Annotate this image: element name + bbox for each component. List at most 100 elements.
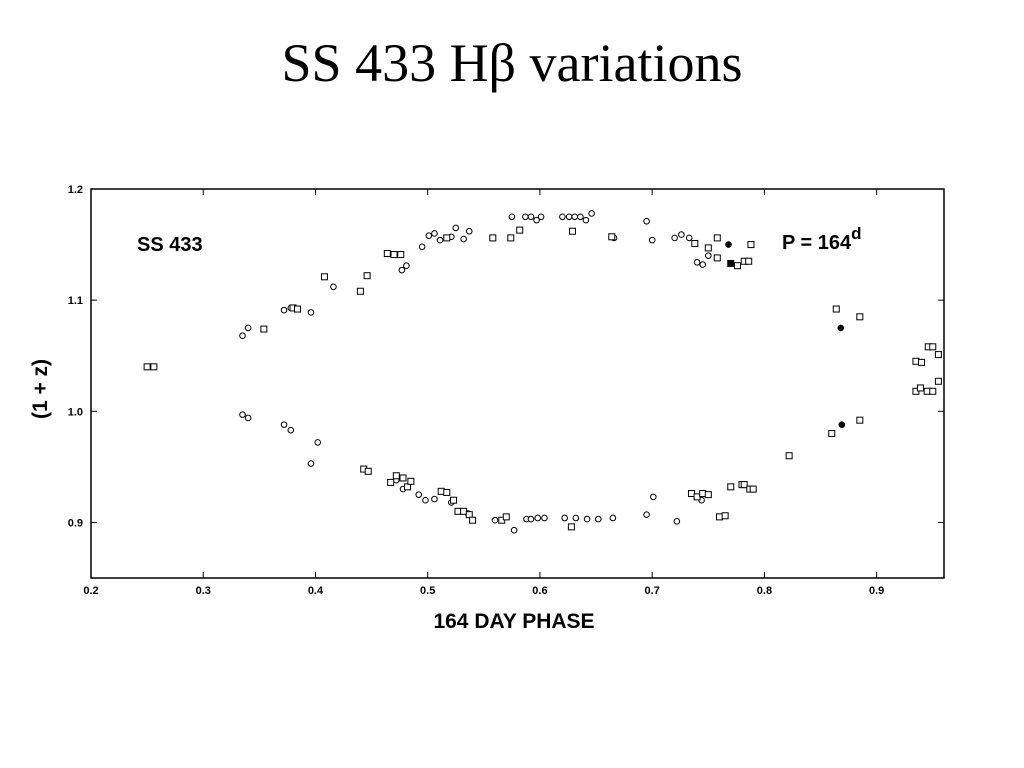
data-point-circle bbox=[280, 421, 288, 428]
data-point-filled bbox=[725, 241, 732, 248]
data-point-circle bbox=[671, 234, 678, 242]
data-point-square bbox=[740, 481, 748, 489]
data-point-square bbox=[832, 305, 840, 313]
data-point-square bbox=[704, 491, 712, 499]
data-point-square bbox=[749, 485, 757, 493]
data-point-circle bbox=[705, 252, 712, 259]
data-point-square bbox=[469, 516, 477, 524]
data-point-circle bbox=[582, 216, 590, 224]
data-point-circle bbox=[571, 213, 579, 221]
data-point-square bbox=[443, 234, 451, 242]
data-point-circle bbox=[643, 511, 650, 518]
data-point-circle bbox=[422, 496, 429, 504]
data-point-circle bbox=[287, 426, 295, 434]
data-point-square bbox=[399, 474, 407, 482]
data-point-square bbox=[713, 254, 721, 262]
y-tick-label: 1.0 bbox=[68, 406, 83, 418]
data-point-square bbox=[437, 487, 445, 495]
data-point-square bbox=[745, 257, 753, 265]
data-point-square bbox=[294, 305, 302, 313]
data-point-square bbox=[443, 488, 451, 496]
data-point-square bbox=[747, 241, 755, 249]
data-point-square bbox=[363, 272, 371, 280]
axis-ticks: 0.2 0.3 0.4 0.5 0.6 0.7 0.8 0.9 0.9 1.0 1.1 1.2 bbox=[68, 184, 944, 597]
data-point-square bbox=[608, 233, 616, 241]
data-point-circle bbox=[508, 213, 516, 221]
data-point-circle bbox=[431, 230, 438, 237]
data-point-circle bbox=[673, 518, 681, 525]
data-point-square bbox=[489, 234, 497, 242]
data-point-square bbox=[390, 251, 398, 259]
data-point-circle bbox=[280, 306, 288, 314]
data-point-circle bbox=[307, 309, 315, 316]
y-tick-label: 1.2 bbox=[68, 184, 83, 196]
data-point-circle bbox=[307, 460, 315, 467]
data-point-square bbox=[929, 387, 937, 395]
y-axis-title: (1 + z) bbox=[29, 359, 52, 419]
plot-frame bbox=[90, 188, 945, 579]
data-point-circle bbox=[510, 526, 518, 534]
data-point-square bbox=[392, 472, 400, 480]
data-point-circle bbox=[418, 243, 426, 251]
data-point-square bbox=[733, 262, 741, 270]
data-point-circle bbox=[572, 514, 580, 522]
data-point-square bbox=[693, 493, 701, 501]
data-point-circle bbox=[452, 224, 460, 232]
data-point-circle bbox=[415, 491, 423, 498]
data-point-square bbox=[828, 430, 836, 438]
data-point-circle bbox=[541, 514, 548, 522]
data-point-square bbox=[856, 313, 864, 321]
data-point-circle bbox=[527, 515, 535, 523]
data-point-circle bbox=[460, 235, 467, 243]
data-point-square bbox=[320, 273, 328, 281]
data-point-circle bbox=[431, 495, 438, 503]
data-point-circle bbox=[465, 227, 473, 235]
data-point-square bbox=[387, 478, 395, 486]
data-point-square bbox=[143, 363, 151, 371]
data-point-square bbox=[567, 523, 575, 531]
data-point-circle bbox=[561, 514, 568, 522]
data-point-square bbox=[516, 226, 524, 234]
data-point-square bbox=[699, 490, 707, 498]
data-point-circle bbox=[583, 515, 591, 523]
data-point-circle bbox=[693, 259, 701, 266]
x-tick-label: 0.4 bbox=[308, 585, 324, 597]
data-point-square bbox=[507, 234, 515, 242]
data-point-circle bbox=[239, 332, 246, 340]
y-tick-label: 1.1 bbox=[68, 295, 83, 307]
data-point-circle bbox=[678, 231, 685, 238]
annotation-object: SS 433 bbox=[137, 234, 203, 256]
data-point-filled bbox=[838, 421, 846, 428]
data-point-square bbox=[912, 357, 920, 365]
data-point-circle bbox=[648, 236, 656, 244]
data-point-circle bbox=[699, 261, 706, 268]
data-point-square bbox=[934, 351, 942, 359]
data-point-circle bbox=[403, 262, 410, 269]
data-point-filled bbox=[837, 324, 845, 332]
data-point-square bbox=[916, 384, 924, 392]
data-point-circle bbox=[522, 213, 529, 221]
data-point-circle bbox=[330, 283, 337, 291]
data-point-filled bbox=[727, 260, 735, 267]
data-point-square bbox=[785, 452, 793, 460]
data-point-circle bbox=[533, 216, 540, 224]
data-point-circle bbox=[244, 414, 252, 422]
annotation-period: P = 164d bbox=[782, 224, 862, 254]
data-point-square bbox=[568, 227, 576, 235]
x-tick-label: 0.8 bbox=[757, 585, 772, 597]
x-tick-label: 0.7 bbox=[645, 585, 660, 597]
data-point-square bbox=[502, 513, 510, 521]
x-tick-label: 0.2 bbox=[83, 585, 98, 597]
data-point-circle bbox=[239, 411, 246, 418]
data-point-square bbox=[856, 416, 864, 424]
data-point-square bbox=[687, 490, 695, 498]
data-point-square bbox=[704, 244, 712, 252]
data-point-square bbox=[150, 363, 158, 371]
data-point-square bbox=[727, 483, 735, 491]
data-point-square bbox=[929, 343, 937, 351]
x-tick-label: 0.6 bbox=[532, 585, 547, 597]
data-point-square bbox=[454, 507, 462, 515]
data-point-circle bbox=[643, 217, 650, 225]
data-point-circle bbox=[685, 234, 693, 242]
